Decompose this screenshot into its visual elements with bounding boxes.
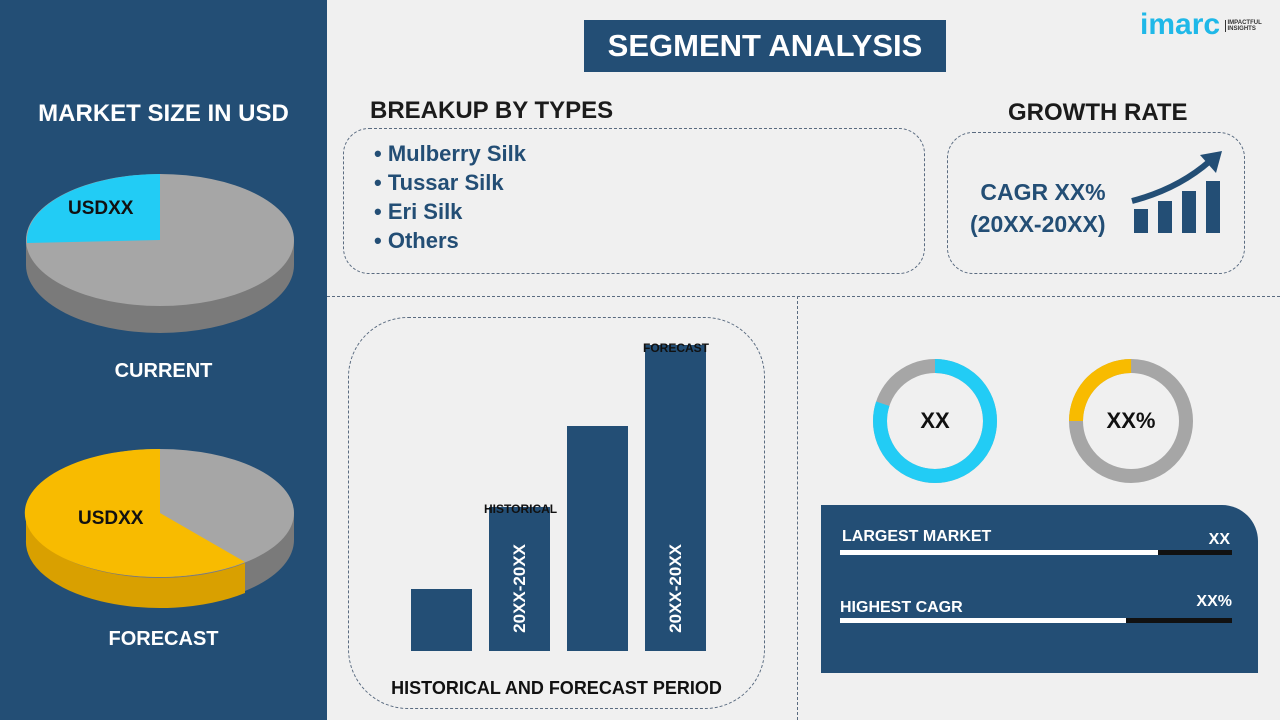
period-bar: 20XX-20XX bbox=[489, 507, 550, 651]
stat-bar bbox=[840, 618, 1232, 623]
type-item: • Mulberry Silk bbox=[374, 141, 526, 166]
breakup-box: • Mulberry Silk • Tussar Silk • Eri Silk… bbox=[343, 128, 925, 274]
historical-label: HISTORICAL bbox=[484, 502, 558, 516]
market-size-heading: MARKET SIZE IN USD bbox=[38, 100, 289, 127]
stat-value: XX% bbox=[1196, 593, 1232, 610]
stat-bar bbox=[840, 550, 1232, 555]
donut-2-value: XX% bbox=[1106, 408, 1156, 433]
donut-1 bbox=[873, 359, 997, 483]
breakup-heading: BREAKUP BY TYPES bbox=[370, 97, 614, 124]
bar-label: 20XX-20XX bbox=[509, 544, 529, 633]
period-bar: 20XX-20XX bbox=[645, 345, 706, 651]
forecast-slice bbox=[24, 448, 245, 577]
chart-caption: HISTORICAL AND FORECAST PERIOD bbox=[391, 678, 722, 698]
type-item: • Tussar Silk bbox=[374, 170, 504, 195]
stat-label: HIGHEST CAGR bbox=[840, 599, 963, 616]
forecast-label: FORECAST bbox=[643, 341, 709, 355]
divider bbox=[797, 296, 798, 720]
left-panel: MARKET SIZE IN USD USDXX CURRENT USDXX F… bbox=[0, 0, 327, 720]
growth-box: CAGR XX% (20XX-20XX) bbox=[947, 132, 1245, 274]
stat-value: XX bbox=[1208, 531, 1230, 548]
imarc-logo: imarc IMPACTFUL INSIGHTS bbox=[1140, 8, 1265, 42]
type-item: • Others bbox=[374, 228, 459, 253]
cagr-text: CAGR XX% bbox=[980, 179, 1106, 205]
page-title: SEGMENT ANALYSIS bbox=[584, 20, 946, 72]
current-label: CURRENT bbox=[114, 360, 213, 382]
period-bar bbox=[567, 426, 628, 651]
type-item: • Eri Silk bbox=[374, 199, 463, 224]
forecast-label: FORECAST bbox=[108, 628, 219, 650]
stat-label: LARGEST MARKET bbox=[842, 528, 992, 545]
cagr-period: (20XX-20XX) bbox=[970, 211, 1106, 237]
divider bbox=[327, 296, 1280, 297]
current-pie bbox=[26, 174, 294, 333]
period-bar bbox=[411, 588, 472, 651]
donut-1-value: XX bbox=[920, 408, 950, 433]
current-slice bbox=[26, 174, 161, 243]
growth-chart-icon bbox=[1131, 151, 1222, 233]
bar-label: 20XX-20XX bbox=[665, 544, 685, 633]
donut-2 bbox=[1069, 359, 1193, 483]
forecast-pie bbox=[24, 448, 294, 609]
current-value: USDXX bbox=[68, 198, 134, 219]
forecast-value: USDXX bbox=[78, 508, 144, 529]
period-chart: 20XX-20XX 20XX-20XX HISTORICAL FORECAST H… bbox=[348, 317, 765, 709]
stats-panel bbox=[821, 505, 1258, 673]
growth-heading: GROWTH RATE bbox=[1008, 99, 1188, 126]
